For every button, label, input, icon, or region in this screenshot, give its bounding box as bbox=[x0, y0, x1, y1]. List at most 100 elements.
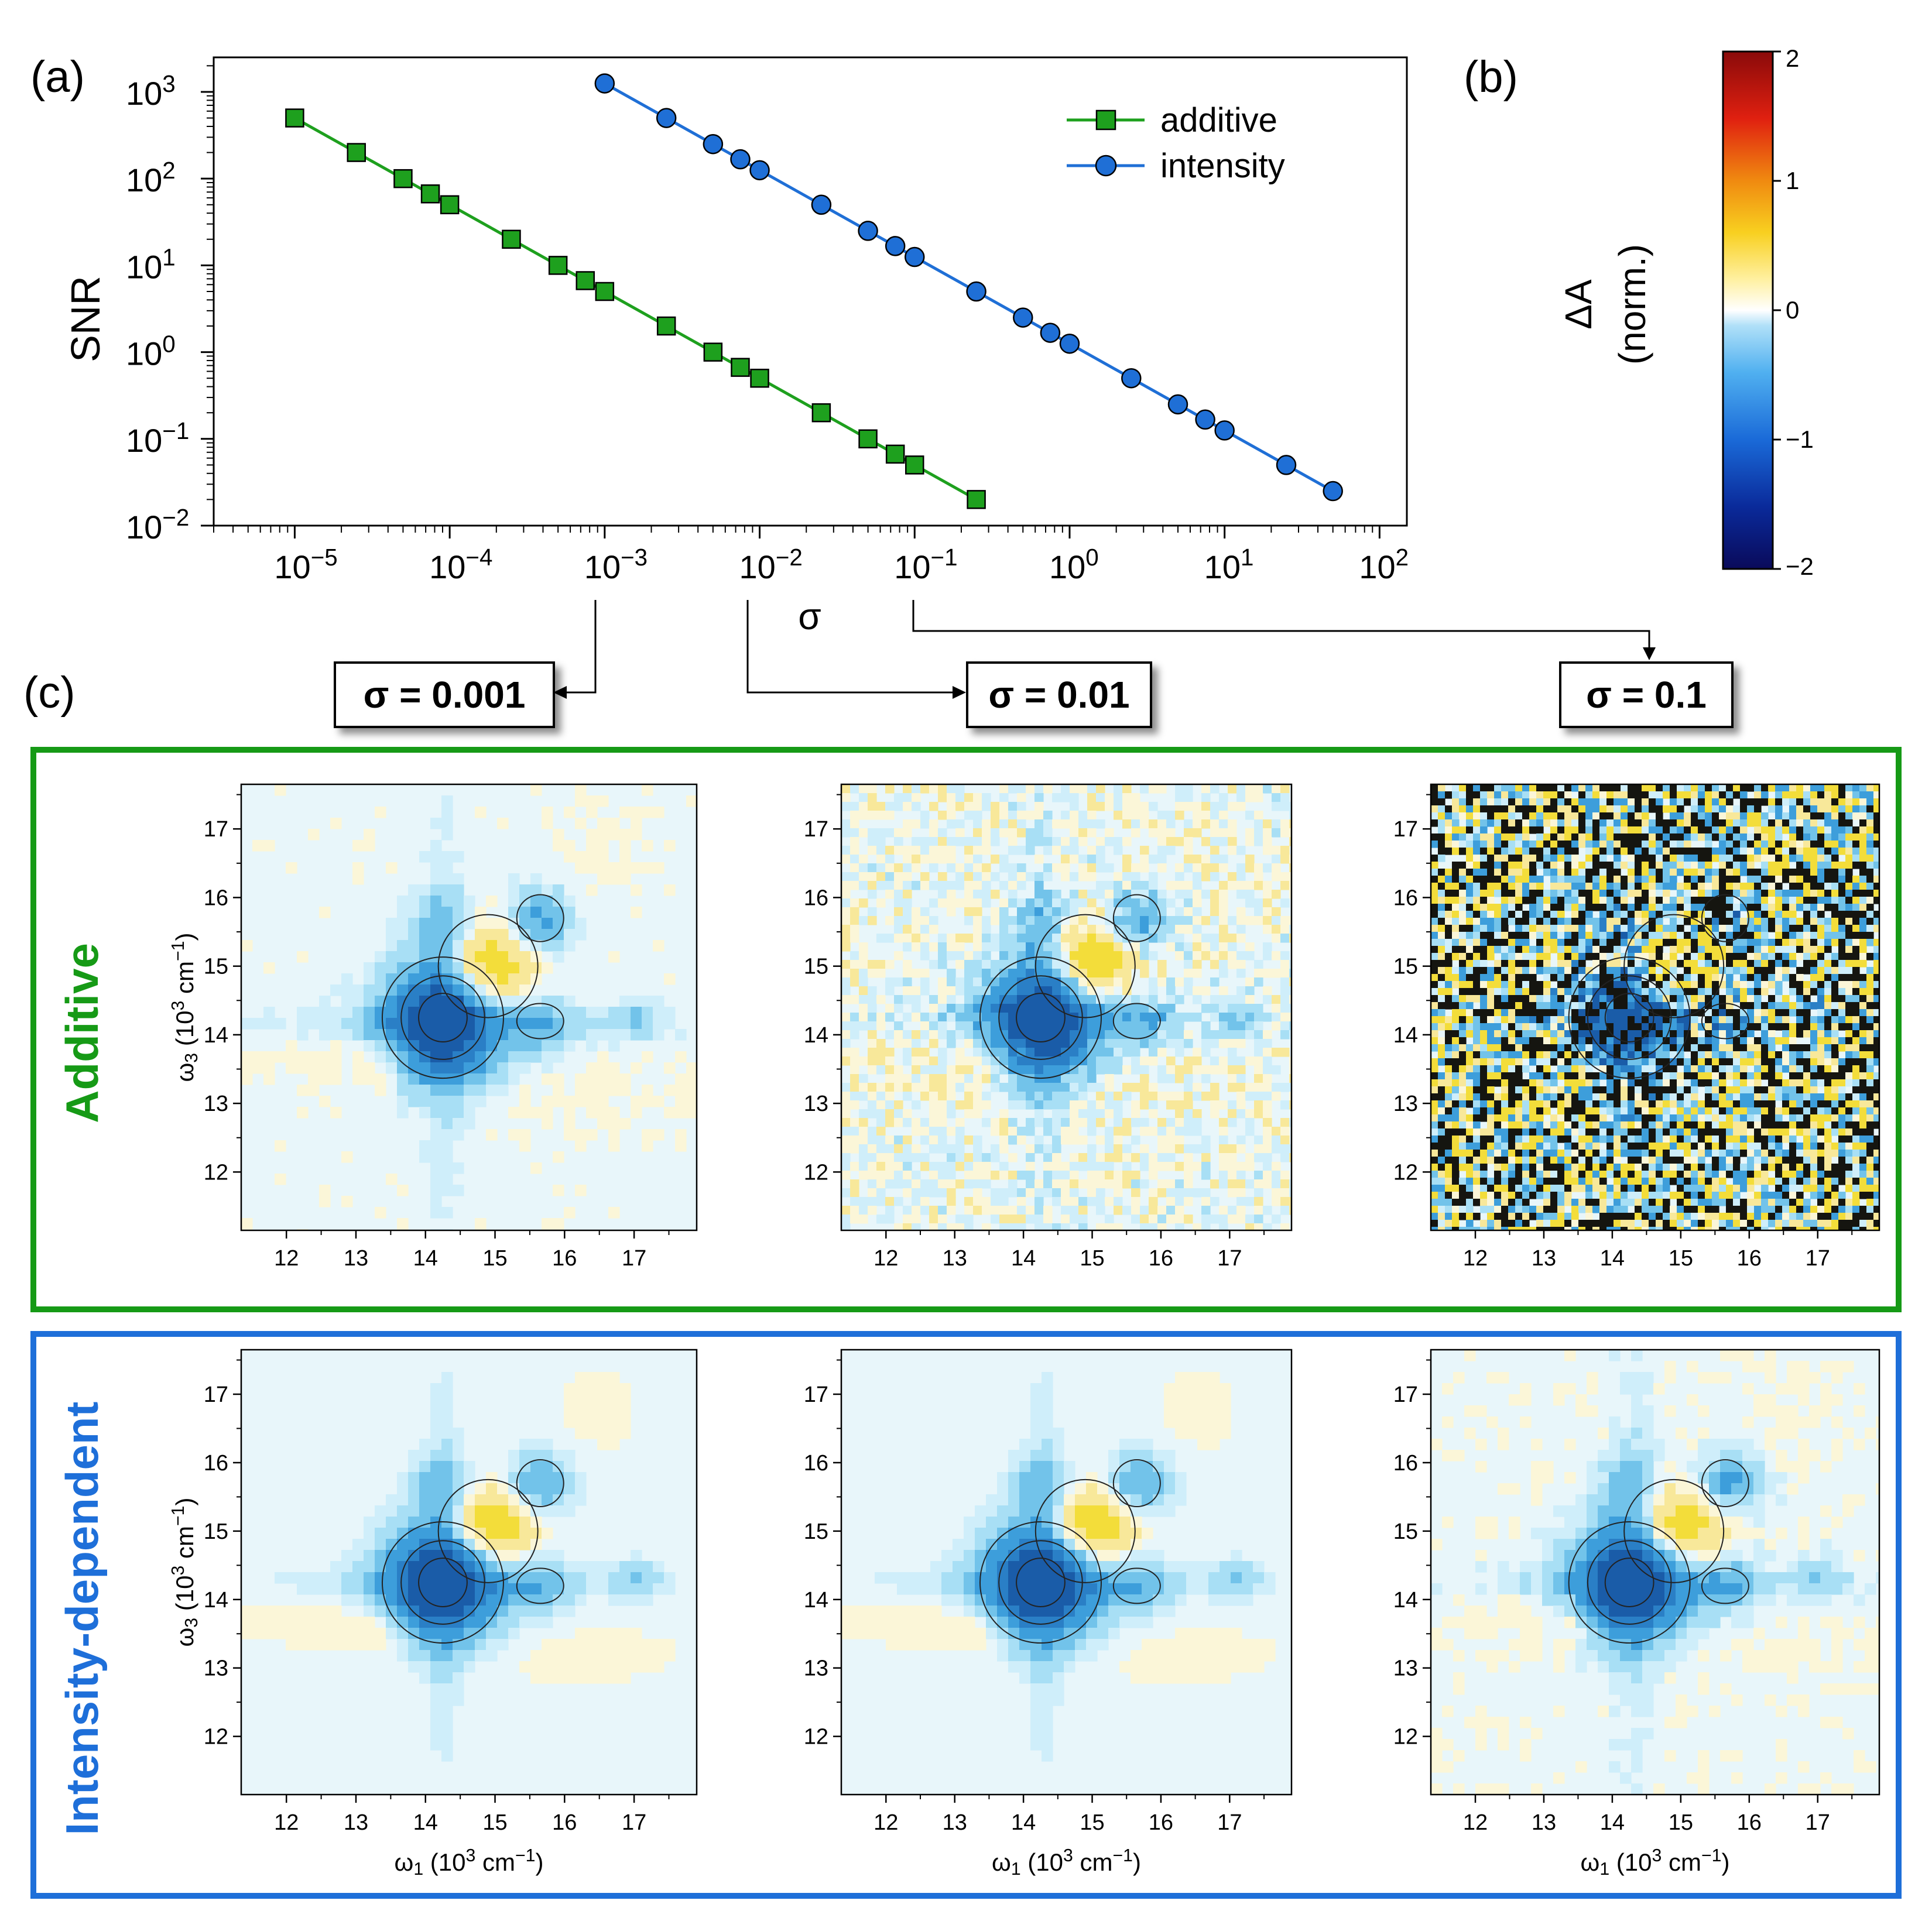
heat-cell bbox=[330, 1018, 342, 1030]
heat-cell bbox=[386, 1174, 398, 1185]
heat-cell bbox=[419, 851, 431, 863]
heat-cell bbox=[519, 1096, 531, 1107]
heat-cell bbox=[597, 1118, 609, 1130]
heat-cell bbox=[894, 837, 903, 846]
heat-cell bbox=[991, 828, 1000, 838]
heat-cell bbox=[1184, 819, 1193, 829]
heat-cell bbox=[464, 1118, 475, 1130]
heat-cell bbox=[441, 918, 453, 929]
additive-point bbox=[731, 358, 750, 377]
heat-cell bbox=[1157, 784, 1167, 794]
heat-cell bbox=[564, 851, 576, 863]
heat-cell bbox=[486, 984, 498, 996]
heat-cell bbox=[653, 1018, 664, 1030]
heat-cell bbox=[430, 1207, 442, 1219]
heat-cell bbox=[859, 811, 868, 820]
heat-cell bbox=[955, 793, 965, 802]
colorbar-tick-label: 0 bbox=[1786, 296, 1799, 324]
intensity-point bbox=[1121, 368, 1142, 389]
heat-cell bbox=[497, 918, 509, 929]
heat-cell bbox=[441, 1185, 453, 1196]
additive-point bbox=[858, 429, 878, 449]
intensity-point bbox=[1167, 394, 1188, 415]
heat-cell bbox=[1105, 802, 1114, 811]
heat-cell bbox=[497, 973, 509, 985]
heat-cell bbox=[868, 828, 877, 838]
colorbar-tick-label: 1 bbox=[1786, 167, 1799, 194]
heat-cell bbox=[973, 793, 982, 802]
heat-cell bbox=[920, 855, 930, 864]
heat-cell bbox=[553, 996, 564, 1007]
heat-cell bbox=[686, 1073, 697, 1085]
heat-cell bbox=[1201, 819, 1211, 829]
x-tick-label: 10−2 bbox=[739, 544, 803, 585]
heat-cell bbox=[1131, 811, 1140, 820]
heat-cell bbox=[508, 884, 520, 896]
heat-cell bbox=[912, 837, 921, 846]
heat-cell bbox=[564, 918, 576, 929]
heat-cell bbox=[308, 1073, 320, 1085]
heat-cell bbox=[999, 819, 1009, 829]
heat-cell bbox=[575, 1140, 587, 1152]
heat-cell bbox=[850, 872, 859, 881]
heat-cell bbox=[608, 818, 620, 829]
heat-cell bbox=[330, 1062, 342, 1074]
heat-cell bbox=[553, 1007, 564, 1018]
heat-cell bbox=[964, 793, 974, 802]
heat-cell bbox=[530, 1040, 542, 1052]
heat-cell bbox=[386, 1040, 398, 1052]
heat-cell bbox=[408, 1073, 420, 1085]
heat-cell bbox=[308, 1085, 320, 1096]
heat-cell bbox=[542, 807, 553, 818]
heat-cell bbox=[675, 1140, 687, 1152]
heat-cell bbox=[964, 802, 974, 811]
heat-cell bbox=[1114, 793, 1123, 802]
heat-cell bbox=[608, 1140, 620, 1152]
heat-cell bbox=[1272, 846, 1281, 855]
heat-cell bbox=[530, 1162, 542, 1174]
heat-cell bbox=[430, 1062, 442, 1074]
heat-cell bbox=[1263, 784, 1272, 794]
heat-cell bbox=[475, 996, 487, 1007]
heat-cell bbox=[1140, 863, 1149, 873]
heat-cell bbox=[441, 929, 453, 941]
heat-cell bbox=[1070, 811, 1079, 820]
heat-cell bbox=[631, 1107, 642, 1119]
heat-cell bbox=[408, 940, 420, 952]
heat-cell bbox=[1017, 811, 1026, 820]
colorbar-gradient bbox=[1722, 50, 1774, 570]
heat-cell bbox=[586, 1129, 598, 1141]
heat-cell bbox=[1175, 802, 1184, 811]
additive-point bbox=[656, 316, 676, 336]
heat-cell bbox=[408, 962, 420, 974]
heat-cell bbox=[1245, 811, 1255, 820]
heat-cell bbox=[519, 1085, 531, 1096]
heat-cell bbox=[885, 802, 895, 811]
heat-cell bbox=[519, 1062, 531, 1074]
heat-cell bbox=[1061, 793, 1070, 802]
heat-cell bbox=[364, 1018, 375, 1030]
heat-cell bbox=[430, 907, 442, 918]
heat-cell bbox=[1131, 819, 1140, 829]
heat-cell bbox=[464, 996, 475, 1007]
heat-cell bbox=[608, 951, 620, 963]
heat-cell bbox=[397, 984, 409, 996]
heat-cell bbox=[885, 784, 895, 794]
heat-cell bbox=[1008, 828, 1018, 838]
heat-cell bbox=[1140, 855, 1149, 864]
heat-cell bbox=[1175, 811, 1184, 820]
heat-cell bbox=[564, 929, 576, 941]
heat-cell bbox=[341, 984, 353, 996]
heat-cell bbox=[252, 1051, 264, 1063]
arrow-to-0.001 bbox=[565, 600, 597, 694]
heat-cell bbox=[397, 1096, 409, 1107]
heat-cell bbox=[1157, 819, 1167, 829]
x-tick-label: 14 bbox=[413, 1246, 438, 1271]
heat-cell bbox=[1096, 819, 1105, 829]
heat-cell bbox=[894, 863, 903, 873]
heat-cell bbox=[542, 1018, 553, 1030]
heat-cell bbox=[441, 896, 453, 907]
heat-cell bbox=[530, 940, 542, 952]
heat-cell bbox=[486, 951, 498, 963]
